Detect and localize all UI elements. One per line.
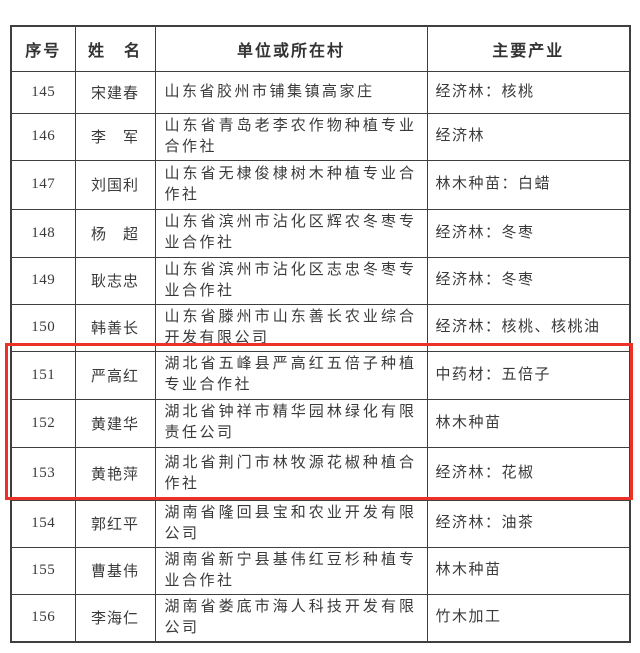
table-body: 145 宋建春 山东省胶州市铺集镇高家庄 经济林：核桃 146 李 军山东省青岛老李农作物… bbox=[10, 70, 631, 642]
unit-or-village: 山东省滨州市沾化区志忠冬枣专业合作社 bbox=[154, 256, 428, 305]
table-row: 149 耿志忠 山东省滨州市沾化区志忠冬枣专业合作社 经济林：冬枣 bbox=[10, 256, 631, 305]
row-number: 154 bbox=[10, 499, 76, 548]
person-name: 韩善长 bbox=[74, 303, 156, 352]
table-row: 155 曹基伟 湖南省新宁县基伟红豆杉种植专业合作社 林木种苗 bbox=[10, 546, 631, 595]
person-name: 李 军 bbox=[74, 112, 156, 161]
table-row: 147 刘国利 山东省无棣俊棣树木种植专业合作社 林木种苗：白蜡 bbox=[10, 159, 631, 210]
table-row: 156 李海仁 湖南省娄底市海人科技开发有限公司 竹木加工 bbox=[10, 593, 631, 642]
table-row: 145 宋建春 山东省胶州市铺集镇高家庄 经济林：核桃 bbox=[10, 70, 631, 114]
unit-or-village: 山东省滕州市山东善长农业综合开发有限公司 bbox=[154, 303, 428, 352]
row-number: 156 bbox=[10, 593, 76, 642]
table-row: 154 郭红平 湖南省隆回县宝和农业开发有限公司 经济林：油茶 bbox=[10, 499, 631, 548]
main-industry: 经济林：冬枣 bbox=[426, 256, 631, 305]
main-industry: 经济林：核桃 bbox=[426, 70, 631, 114]
unit-or-village: 山东省无棣俊棣树木种植专业合作社 bbox=[154, 159, 428, 210]
table-row: 152 黄建华 湖北省钟祥市精华园林绿化有限责任公司 林木种苗 bbox=[10, 398, 631, 448]
header-serial-number: 序号 bbox=[10, 25, 76, 72]
unit-or-village: 山东省青岛老李农作物种植专业合作社 bbox=[154, 112, 428, 161]
row-number: 148 bbox=[10, 208, 76, 258]
row-number: 145 bbox=[10, 70, 76, 114]
unit-or-village: 湖北省钟祥市精华园林绿化有限责任公司 bbox=[154, 398, 428, 448]
main-industry: 经济林：冬枣 bbox=[426, 208, 631, 258]
unit-or-village: 湖南省隆回县宝和农业开发有限公司 bbox=[154, 499, 428, 548]
table-header: 序号 姓 名 单位或所在村 主要产业 bbox=[10, 25, 631, 72]
person-name: 宋建春 bbox=[74, 70, 156, 114]
main-industry: 经济林 bbox=[426, 112, 631, 161]
main-industry: 经济林：核桃、核桃油 bbox=[426, 303, 631, 352]
main-industry: 林木种苗 bbox=[426, 546, 631, 595]
roster-table: 序号 姓 名 单位或所在村 主要产业 145 宋建春 山东省胶州市铺集镇高家庄 经济林… bbox=[10, 25, 631, 643]
row-number: 147 bbox=[10, 159, 76, 210]
header-name: 姓 名 bbox=[74, 25, 156, 72]
main-industry: 竹木加工 bbox=[426, 593, 631, 642]
row-number: 155 bbox=[10, 546, 76, 595]
person-name: 黄艳萍 bbox=[74, 446, 156, 501]
unit-or-village: 湖北省荆门市林牧源花椒种植合作社 bbox=[154, 446, 428, 501]
table-row: 153 黄艳萍 湖北省荆门市林牧源花椒种植合作社 经济林：花椒 bbox=[10, 446, 631, 501]
main-industry: 中药材：五倍子 bbox=[426, 350, 631, 400]
main-industry: 经济林：油茶 bbox=[426, 499, 631, 548]
row-number: 146 bbox=[10, 112, 76, 161]
header-row: 序号 姓 名 单位或所在村 主要产业 bbox=[10, 25, 631, 72]
person-name: 严高红 bbox=[74, 350, 156, 400]
person-name: 李海仁 bbox=[74, 593, 156, 642]
unit-or-village: 湖南省娄底市海人科技开发有限公司 bbox=[154, 593, 428, 642]
main-industry: 林木种苗 bbox=[426, 398, 631, 448]
row-number: 153 bbox=[10, 446, 76, 501]
row-number: 151 bbox=[10, 350, 76, 400]
header-unit-or-village: 单位或所在村 bbox=[154, 25, 428, 72]
table-row: 146 李 军山东省青岛老李农作物种植专业合作社 经济林 bbox=[10, 112, 631, 161]
unit-or-village: 山东省胶州市铺集镇高家庄 bbox=[154, 70, 428, 114]
unit-or-village: 湖南省新宁县基伟红豆杉种植专业合作社 bbox=[154, 546, 428, 595]
person-name: 曹基伟 bbox=[74, 546, 156, 595]
person-name: 杨 超 bbox=[74, 208, 156, 258]
table-row: 150 韩善长 山东省滕州市山东善长农业综合开发有限公司 经济林：核桃、核桃油 bbox=[10, 303, 631, 352]
person-name: 郭红平 bbox=[74, 499, 156, 548]
row-number: 149 bbox=[10, 256, 76, 305]
table-row: 148 杨 超山东省滨州市沾化区辉农冬枣专业合作社 经济林：冬枣 bbox=[10, 208, 631, 258]
unit-or-village: 山东省滨州市沾化区辉农冬枣专业合作社 bbox=[154, 208, 428, 258]
main-industry: 经济林：花椒 bbox=[426, 446, 631, 501]
person-name: 黄建华 bbox=[74, 398, 156, 448]
row-number: 150 bbox=[10, 303, 76, 352]
row-number: 152 bbox=[10, 398, 76, 448]
person-name: 刘国利 bbox=[74, 159, 156, 210]
table-row: 151 严高红 湖北省五峰县严高红五倍子种植专业合作社 中药材：五倍子 bbox=[10, 350, 631, 400]
main-industry: 林木种苗：白蜡 bbox=[426, 159, 631, 210]
person-name: 耿志忠 bbox=[74, 256, 156, 305]
unit-or-village: 湖北省五峰县严高红五倍子种植专业合作社 bbox=[154, 350, 428, 400]
header-main-industry: 主要产业 bbox=[426, 25, 631, 72]
